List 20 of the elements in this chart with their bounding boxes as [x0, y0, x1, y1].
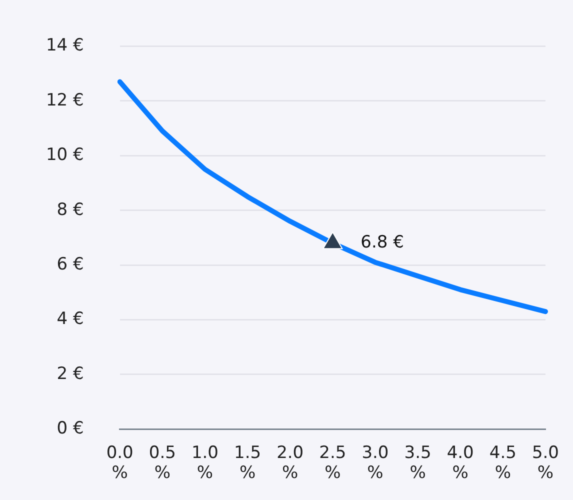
x-tick-label: 1.5 % — [234, 442, 262, 484]
y-tick-label: 10 € — [46, 145, 84, 166]
x-tick-label: 0.5 % — [148, 442, 176, 484]
x-tick-label: 3.0 % — [362, 442, 389, 484]
x-tick-label: 0.0 % — [106, 442, 134, 484]
y-tick-label: 12 € — [46, 90, 84, 110]
y-tick-label: 8 € — [56, 200, 84, 220]
x-tick-label: 5.0 % — [532, 442, 560, 484]
y-tick-label: 6 € — [56, 254, 84, 274]
annotation: 6.8 € — [360, 232, 404, 253]
y-tick-label: 0 € — [56, 418, 84, 439]
y-tick-label: 4 € — [56, 309, 84, 330]
x-tick-label: 4.0 % — [446, 442, 474, 484]
x-tick-label: 2.0 % — [276, 442, 304, 484]
y-tick-label: 2 € — [56, 364, 84, 384]
x-tick-label: 2.5 % — [319, 442, 346, 484]
x-tick-label: 4.5 % — [489, 442, 516, 484]
x-tick-label: 1.0 % — [191, 442, 218, 484]
y-tick-label: 14 € — [46, 36, 84, 56]
x-tick-label: 3.5 % — [404, 442, 432, 484]
